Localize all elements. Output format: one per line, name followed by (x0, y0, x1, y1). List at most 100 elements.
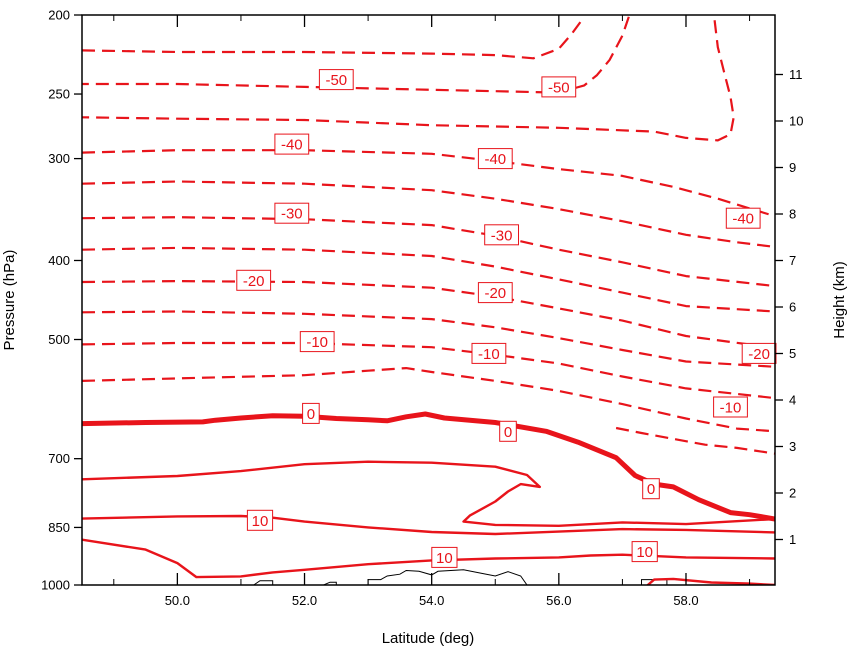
contour-label-box (713, 396, 748, 418)
height-tick-label: 3 (789, 439, 796, 454)
contour-label-text: -50 (548, 79, 570, 96)
contour-lines (82, 16, 775, 585)
contour-label-text: -40 (281, 137, 303, 154)
contour-label-box (431, 546, 458, 568)
contour-label-box (246, 509, 274, 531)
contour-label: -20 (236, 269, 272, 291)
x-axis-title: Latitude (deg) (382, 630, 475, 647)
contour-label-box (725, 207, 761, 229)
pressure-tick-label: 850 (48, 520, 70, 535)
contour-label: -40 (725, 207, 761, 229)
contour-label: -10 (299, 331, 335, 353)
height-tick-label: 1 (789, 532, 796, 547)
height-tick-label: 6 (789, 300, 796, 315)
terrain-layer (253, 569, 668, 585)
contour-label: 10 (431, 546, 458, 568)
contour-label-text: -30 (281, 206, 303, 223)
contour-label-text: -10 (306, 334, 328, 351)
contour-line--25-7 (82, 280, 775, 349)
axes: 50.0 52.0 54.0 56.0 58.020025030040050070085… (41, 8, 803, 609)
contour-line-15-15 (82, 538, 775, 579)
contour-label: -20 (477, 282, 513, 304)
pressure-tick-label: 400 (48, 253, 70, 268)
contour-line--5-11 (615, 426, 775, 455)
height-tick-label: 5 (789, 346, 796, 361)
contour-label-text: -40 (484, 151, 506, 168)
pressure-tick-label: 500 (48, 332, 70, 347)
contour-line-10-14 (82, 514, 775, 536)
contour-line--45-3 (82, 149, 775, 218)
contour-line--15-9 (82, 341, 775, 400)
contour-line--55-2 (82, 20, 735, 142)
contour-label: 10 (631, 541, 658, 563)
contour-label-box (471, 342, 507, 364)
contour-label: -40 (274, 133, 310, 155)
contour-label: 10 (246, 509, 274, 531)
contour-label-box (318, 69, 354, 91)
contour-line-5-13 (82, 460, 775, 527)
contour-label-text: -40 (732, 211, 754, 228)
pressure-tick-label: 200 (48, 8, 70, 23)
contour-line--40-4 (82, 180, 775, 248)
contour-label-text: 10 (252, 513, 269, 530)
contour-label-text: -10 (720, 400, 742, 417)
height-tick-label: 4 (789, 393, 796, 408)
pressure-tick-label: 1000 (41, 578, 70, 593)
contour-label-text: -20 (484, 285, 506, 302)
contour-label: -30 (484, 224, 520, 246)
height-tick-label: 8 (789, 207, 796, 222)
contour-label-text: 10 (636, 544, 653, 561)
contour-label: 0 (642, 478, 660, 500)
contour-label-text: -50 (325, 72, 347, 89)
x-tick-label: 50.0 (165, 593, 190, 608)
contour-label: -20 (741, 342, 777, 364)
contour-label-text: 0 (307, 406, 315, 423)
terrain-outline (253, 569, 668, 585)
contour-label-box (302, 402, 320, 424)
contour-line-0-12 (82, 411, 775, 522)
contour-label-box (499, 420, 517, 442)
x-tick-label: 52.0 (292, 593, 317, 608)
y-axis-title-left: Pressure (hPa) (1, 250, 18, 351)
x-tick-label: 56.0 (546, 593, 571, 608)
contour-label-box (477, 282, 513, 304)
contour-label-box (274, 133, 310, 155)
height-tick-label: 7 (789, 253, 796, 268)
contour-label-text: -30 (491, 227, 513, 244)
contour-label: -10 (471, 342, 507, 364)
pressure-tick-label: 250 (48, 87, 70, 102)
contour-label-text: -20 (243, 273, 265, 290)
contour-label-box (484, 224, 520, 246)
contour-line--10-10 (82, 367, 775, 433)
contour-line--55-0 (82, 16, 586, 60)
x-tick-label: 54.0 (419, 593, 444, 608)
contour-label: -50 (318, 69, 354, 91)
contour-label: 0 (302, 402, 320, 424)
contour-label-box (274, 202, 310, 224)
height-tick-label: 10 (789, 114, 803, 129)
height-tick-label: 2 (789, 486, 796, 501)
contour-label-box (477, 148, 513, 170)
pressure-tick-label: 700 (48, 451, 70, 466)
contour-label: -30 (274, 202, 310, 224)
contour-label: 0 (499, 420, 517, 442)
contour-label: -40 (477, 148, 513, 170)
contour-label: -10 (713, 396, 748, 418)
contour-label-box (642, 478, 660, 500)
contour-label-box (299, 331, 335, 353)
contour-label-box (631, 541, 658, 563)
pressure-tick-label: 300 (48, 151, 70, 166)
contour-label-text: -20 (748, 346, 770, 363)
contour-line--20-8 (82, 310, 775, 368)
y-axis-title-right: Height (km) (831, 261, 848, 339)
contour-label: -50 (541, 76, 577, 98)
contour-line-20-16 (646, 577, 775, 585)
contour-label-text: -10 (478, 346, 500, 363)
plot-frame (81, 14, 776, 586)
height-tick-label: 11 (789, 67, 803, 82)
contour-label-box (541, 76, 577, 98)
contour-labels: -50 -50 -40 -40 -40 -30 -30 -20 -20 -10 -10 -20 -10 0… (236, 69, 777, 568)
contour-line--30-6 (82, 246, 775, 313)
contour-line--35-5 (82, 216, 775, 288)
